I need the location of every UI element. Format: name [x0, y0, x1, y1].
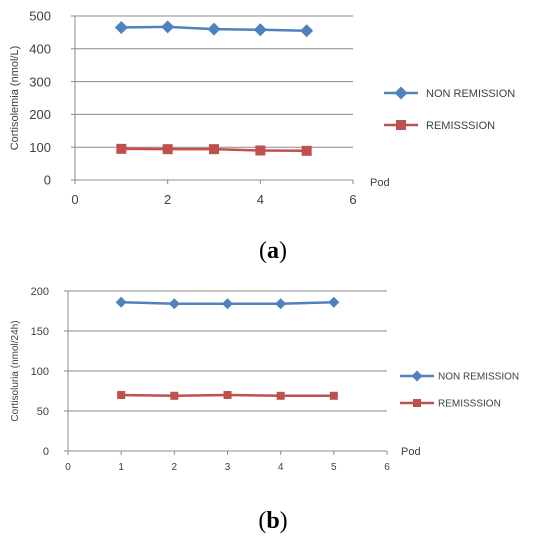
- x-tick-label: 6: [349, 192, 356, 207]
- y-tick-label: 200: [29, 107, 51, 122]
- panel-letter: a: [267, 238, 279, 264]
- y-tick-label: 100: [29, 140, 51, 155]
- x-tick-label: 1: [118, 462, 124, 473]
- legend-marker: [411, 370, 423, 382]
- series-non-remission: [114, 20, 314, 38]
- data-point: [301, 145, 312, 156]
- data-point: [300, 24, 314, 38]
- x-tick-label: 6: [384, 462, 390, 473]
- chart-a: 0 2 4 6 0 100 200 300 400 500 Cortisolemia (nmol/L…: [9, 9, 515, 264]
- legend-marker: [396, 120, 406, 130]
- y-tick-label: 0: [44, 173, 51, 188]
- data-point: [114, 20, 128, 34]
- data-point: [329, 391, 338, 400]
- panel-label: (a): [259, 238, 287, 264]
- y-axis-label: Cortisoluria (nmol/24h): [10, 320, 21, 421]
- series-non-remission: [115, 296, 340, 310]
- data-point: [161, 20, 175, 34]
- data-point: [253, 23, 267, 37]
- data-point: [255, 145, 266, 156]
- x-axis-label: Pod: [401, 446, 421, 458]
- y-tick-label: 0: [43, 446, 49, 458]
- legend-label: NON REMISSION: [438, 372, 519, 383]
- y-tick-label: 50: [37, 406, 49, 418]
- y-axis-label: Cortisolemia (nmol/L): [9, 46, 21, 151]
- data-point: [116, 143, 127, 154]
- data-point: [222, 298, 233, 310]
- data-point: [170, 391, 179, 400]
- data-point: [162, 144, 173, 155]
- y-tick-label: 400: [29, 41, 51, 56]
- legend-label: REMISSSION: [426, 120, 495, 132]
- y-tick-label: 500: [29, 9, 51, 24]
- data-point: [209, 144, 219, 155]
- data-point: [275, 298, 287, 310]
- data-point: [168, 298, 180, 310]
- data-point: [207, 22, 221, 36]
- legend-marker: [394, 86, 408, 100]
- data-point: [117, 391, 126, 399]
- x-tick-label: 0: [65, 462, 71, 473]
- legend-label: NON REMISSION: [426, 88, 515, 100]
- x-tick-label: 5: [331, 462, 337, 473]
- panel-open-paren: (: [258, 508, 266, 534]
- panel-close-paren: ): [280, 508, 288, 534]
- y-tick-label: 100: [31, 366, 49, 378]
- panel-close-paren: ): [279, 238, 287, 264]
- x-tick-label: 0: [71, 192, 78, 207]
- chart-b: 0 1 2 3 4 5 6 0 50 100 150 200 Cortisoluria (nmol/24…: [10, 286, 519, 534]
- panel-label: (b): [258, 508, 287, 534]
- y-tick-label: 150: [31, 326, 49, 338]
- x-tick-label: 3: [225, 462, 231, 473]
- panel-letter: b: [266, 508, 279, 534]
- data-point: [115, 296, 127, 308]
- x-tick-label: 4: [257, 192, 264, 207]
- x-tick-label: 4: [278, 462, 284, 473]
- data-point: [223, 391, 232, 399]
- series-remission: [117, 391, 338, 400]
- legend-marker: [413, 399, 421, 407]
- data-point: [328, 296, 340, 308]
- y-tick-label: 300: [29, 74, 51, 89]
- panel-open-paren: (: [259, 238, 267, 264]
- y-tick-label: 200: [31, 286, 49, 298]
- legend-label: REMISSSION: [438, 399, 501, 410]
- data-point: [276, 391, 285, 400]
- x-tick-label: 2: [172, 462, 178, 473]
- x-axis-label: Pod: [370, 177, 390, 189]
- x-tick-label: 2: [164, 192, 171, 207]
- series-remission: [116, 143, 312, 156]
